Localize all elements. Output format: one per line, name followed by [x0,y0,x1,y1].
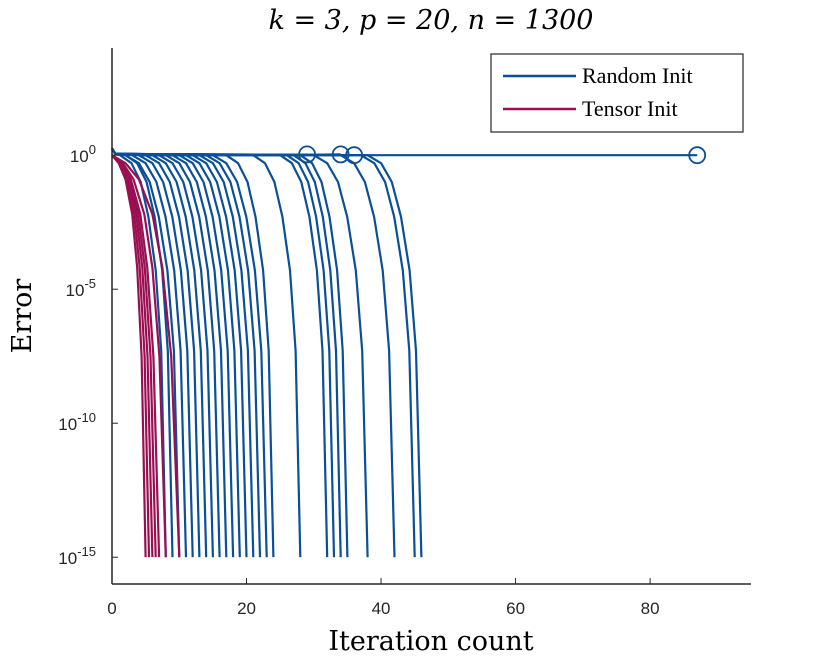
series-lines [111,147,698,558]
x-tick-label: 80 [641,599,660,618]
random-init-line [111,147,181,558]
y-tick-label: 10-5 [66,276,96,300]
stall-marker [345,146,364,165]
stall-marker [688,146,707,165]
legend-box [490,53,744,133]
tensor-init-line [111,154,167,558]
x-ticks: 0 20 40 60 80 [107,578,660,618]
y-tick-label: 10-10 [58,410,96,434]
stall-markers [298,145,707,165]
random-init-stalled-line [111,147,698,157]
legend-label-tensor: Tensor Init [582,96,678,121]
x-tick-label: 40 [372,599,391,618]
y-axis-label: Error [7,279,38,354]
x-tick-label: 20 [237,599,256,618]
tensor-init-line [111,154,181,558]
legend-label-random: Random Init [582,63,693,88]
x-tick-label: 0 [107,599,116,618]
stall-marker [298,145,316,164]
y-ticks: 100 10-5 10-10 10-15 [58,142,118,568]
legend: Random Init Tensor Init [490,53,744,133]
y-tick-label: 10-15 [58,544,96,568]
y-tick-label: 100 [70,142,96,166]
chart-title: k = 3, p = 20, n = 1300 [269,5,594,36]
x-tick-label: 60 [506,599,525,618]
random-init-line [111,147,228,558]
stall-marker [331,145,350,164]
x-axis-label: Iteration count [328,626,533,657]
